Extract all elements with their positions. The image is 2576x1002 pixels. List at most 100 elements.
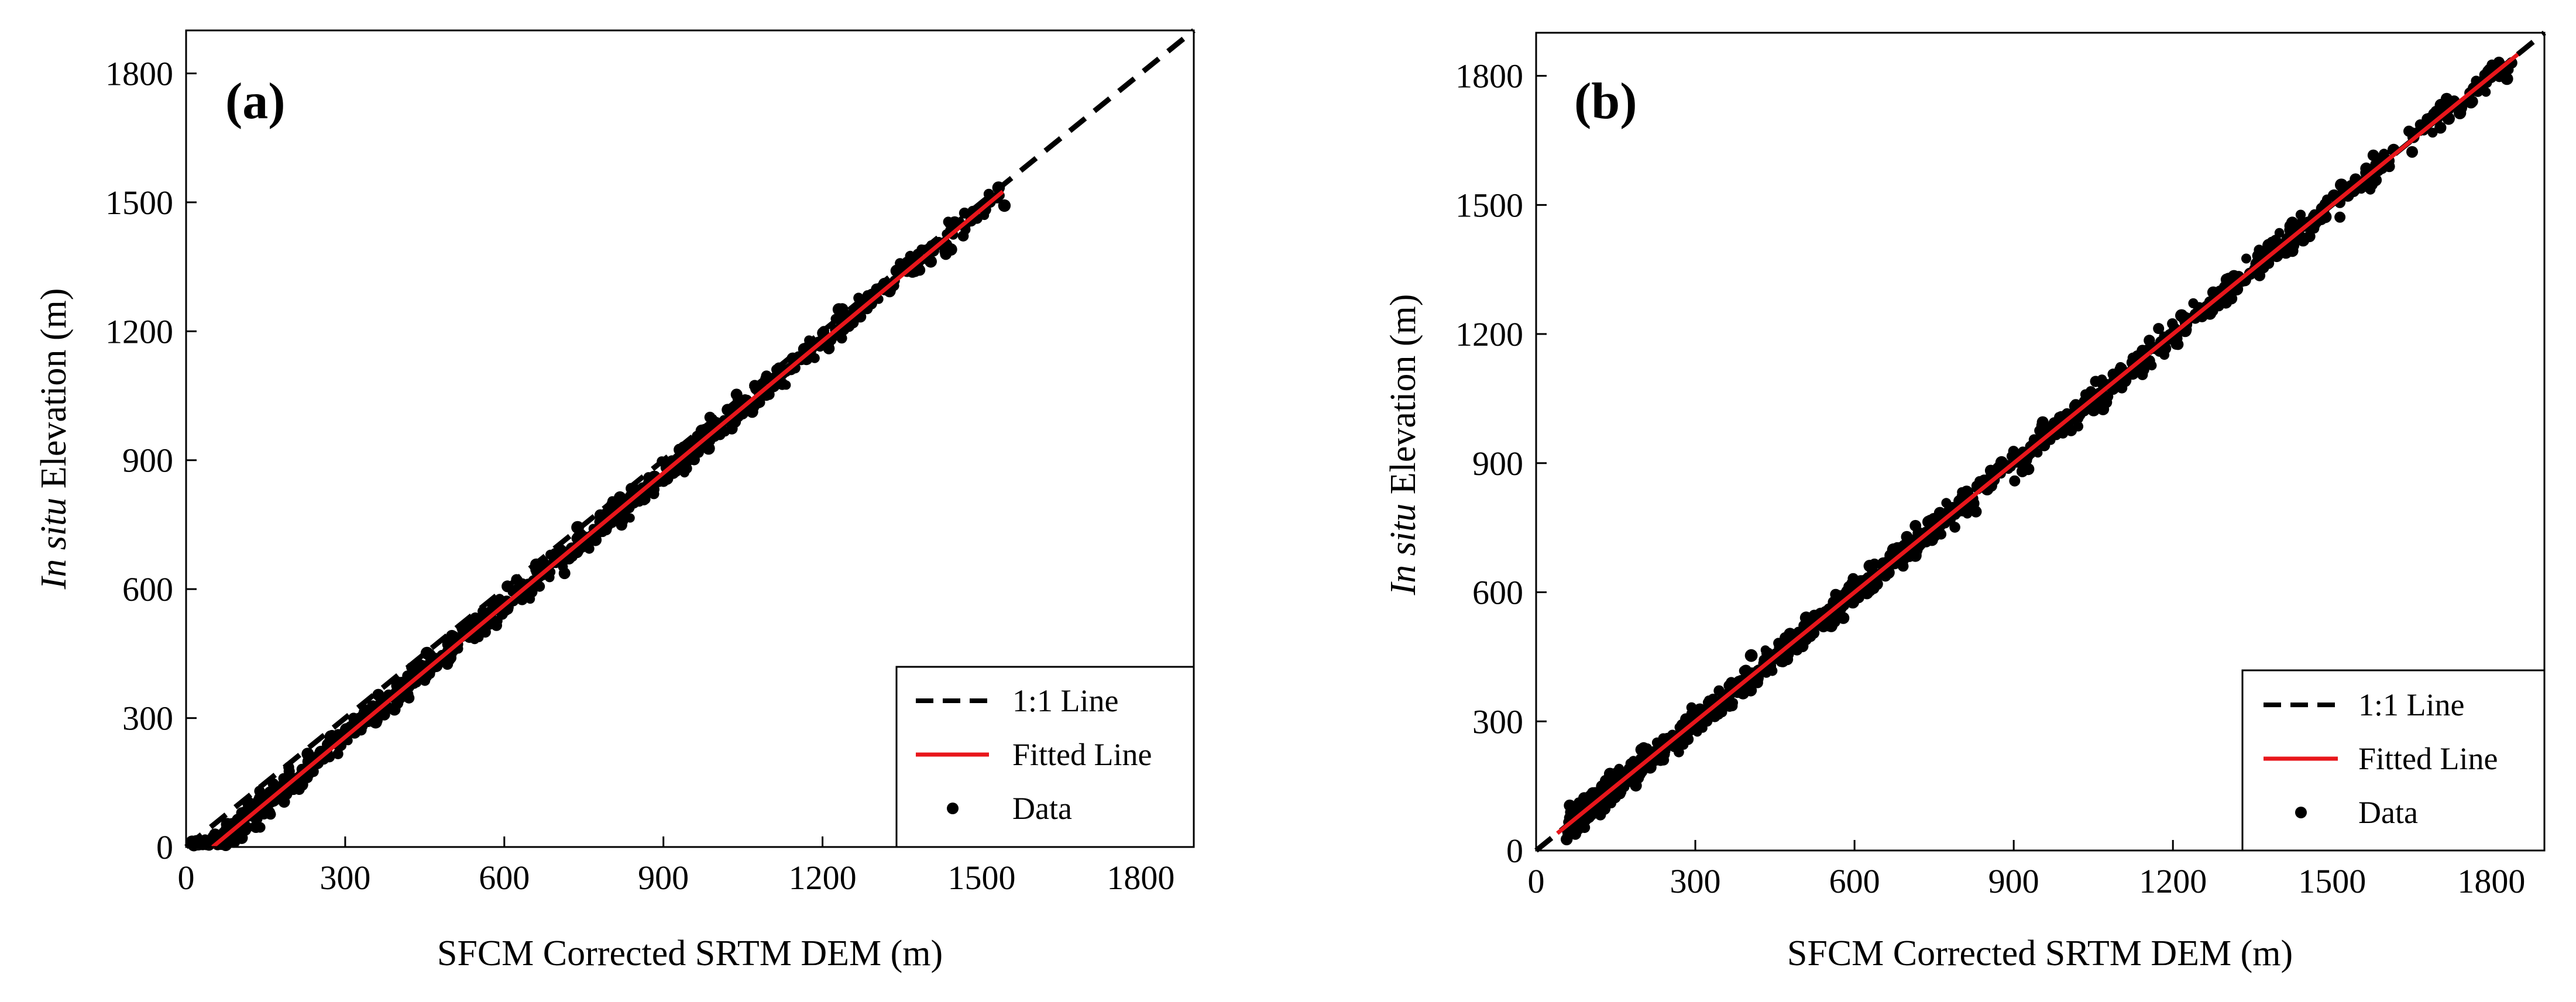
panel-b-data-point	[2116, 383, 2128, 394]
panel-a-data-point	[980, 211, 990, 221]
panel-b-data-point	[2097, 403, 2110, 415]
panel-b-data-point	[2295, 209, 2306, 220]
panel-a-legend-one-to-one-label: 1:1 Line	[1012, 683, 1118, 718]
panel-a-x-tick-label: 0	[178, 859, 195, 897]
panel-b-data-point	[2286, 216, 2299, 229]
panel-a-data-point	[890, 264, 903, 277]
panel-a: 0 300 600 900 1200 1500 1800 0 300 600 900 1200 150…	[34, 28, 1196, 973]
panel-a-y-tick-label: 0	[156, 828, 173, 866]
panel-b-data-point	[2303, 230, 2316, 242]
panel-b-data-point	[2504, 65, 2514, 75]
panel-b-data-point	[2367, 149, 2379, 161]
panel-a-fitted-line	[211, 190, 1004, 849]
panel-a-legend-data-label: Data	[1012, 791, 1072, 826]
panel-a-legend-box	[895, 666, 1195, 848]
panel-a-data-point	[688, 453, 700, 466]
panel-b-data-point	[1628, 756, 1639, 766]
panel-a-data-point	[402, 670, 413, 681]
panel-b-y-tick-label: 600	[1472, 574, 1523, 612]
panel-b-data-point	[1713, 685, 1725, 697]
panel-a-data-point	[406, 662, 417, 673]
panel-a-data-point	[695, 424, 708, 438]
panel-a-y-tick-label: 1500	[105, 184, 173, 222]
panel-a-lines	[184, 28, 1196, 852]
panel-b-data-point	[2252, 250, 2264, 262]
panel-a-data-point	[283, 762, 294, 773]
panel-b-y-tick-label: 1200	[1455, 315, 1523, 353]
panel-a-x-tick-label: 900	[638, 859, 689, 897]
panel-b-legend-fit-label: Fitted Line	[2358, 741, 2498, 776]
panel-a-x-tick-label: 1500	[947, 859, 1015, 897]
panel-b-fitted-line	[1556, 53, 2519, 835]
panel-a-data-point	[600, 524, 612, 536]
panel-a-data-point	[571, 521, 584, 534]
panel-b-y-axis-title-italic: In situ	[1383, 504, 1423, 596]
panel-b-data-point	[1801, 612, 1812, 624]
panel-a-data-point	[302, 772, 313, 783]
panel-a-data-point	[525, 594, 535, 604]
panel-b-data-point	[2289, 241, 2299, 251]
panel-b-data-point	[1651, 737, 1663, 748]
panel-a-data-point	[853, 292, 864, 304]
panel-b-data-point	[1695, 704, 1706, 715]
panel-b-data-point	[2406, 146, 2418, 158]
panel-a-x-axis-title: SFCM Corrected SRTM DEM (m)	[437, 934, 943, 973]
panel-b-data-point	[1863, 560, 1876, 572]
panel-b-data-point	[2241, 253, 2251, 264]
panel-a-data-point	[607, 496, 617, 507]
panel-b-data-point	[1796, 638, 1806, 649]
panel-b-data-point	[1586, 787, 1599, 799]
panel-a-data-point	[190, 835, 202, 848]
panel-a-data-point	[372, 688, 384, 701]
panel-a-data-point	[391, 676, 404, 689]
panel-a-y-tick-label: 600	[122, 570, 173, 608]
panel-b-data-point	[2335, 178, 2348, 192]
panel-b-data-point	[2274, 228, 2285, 238]
panel-b-data-point	[1971, 480, 1982, 491]
panel-b-x-ticks: 0 300 600 900 1200 1500 1800	[1528, 840, 2525, 900]
panel-b-data-point	[2220, 295, 2231, 307]
panel-a-legend-data-swatch	[947, 803, 959, 814]
panel-a-y-tick-label: 1200	[105, 312, 173, 350]
panel-a-data-point	[332, 748, 344, 759]
panel-b-y-tick-label: 300	[1472, 703, 1523, 741]
panel-a-data-point	[254, 786, 265, 797]
panel-a-data-point	[944, 243, 957, 256]
panel-a-data-point	[643, 472, 654, 483]
panel-b-data-point	[2360, 162, 2372, 175]
panel-a-y-ticks: 0 300 600 900 1200 1500 1800	[105, 54, 197, 866]
panel-b-data-point	[1565, 800, 1576, 811]
panel-b-x-tick-label: 0	[1528, 862, 1545, 900]
panel-a-data-point	[674, 443, 686, 456]
panel-b-data-point	[2107, 369, 2119, 380]
panel-b-plot-frame	[1535, 32, 2546, 852]
panel-a-data-point	[905, 250, 916, 261]
panel-b-label: (b)	[1574, 73, 1637, 130]
panel-b-data-point	[1761, 667, 1772, 678]
panel-b-data-point	[2153, 323, 2165, 335]
panel-a-legend: 1:1 Line Fitted Line Data	[895, 666, 1195, 848]
panel-a-x-tick-label: 1200	[789, 859, 857, 897]
panel-a-data-point	[278, 796, 290, 808]
panel-b-data-point	[2403, 125, 2414, 137]
panel-a-data-point	[558, 567, 571, 580]
panel-b-data-point	[1592, 804, 1603, 815]
panel-a-data-point	[836, 333, 847, 344]
panel-b-y-tick-label: 1800	[1455, 57, 1523, 95]
panel-b-data-point	[2036, 416, 2049, 428]
panel-a-y-axis-title-rest: Elevation (m)	[34, 288, 74, 498]
panel-a-data-point	[959, 207, 970, 219]
panel-a-data-point	[209, 828, 221, 840]
panel-b-data-point	[2501, 73, 2513, 85]
panel-b-data-point	[2009, 446, 2019, 456]
panel-b-x-tick-label: 1800	[2457, 862, 2525, 900]
panel-a-data-point	[675, 463, 685, 473]
panel-a-x-tick-label: 600	[479, 859, 530, 897]
panel-a-data-point	[730, 388, 743, 401]
panel-b-data-point	[1833, 590, 1845, 601]
panel-a-plot-frame	[185, 29, 1195, 848]
panel-b-y-tick-label: 900	[1472, 445, 1523, 483]
panel-b-data-point	[2101, 393, 2112, 404]
panel-a-data-points	[186, 181, 1011, 852]
panel-b-legend-data-swatch	[2295, 807, 2307, 818]
